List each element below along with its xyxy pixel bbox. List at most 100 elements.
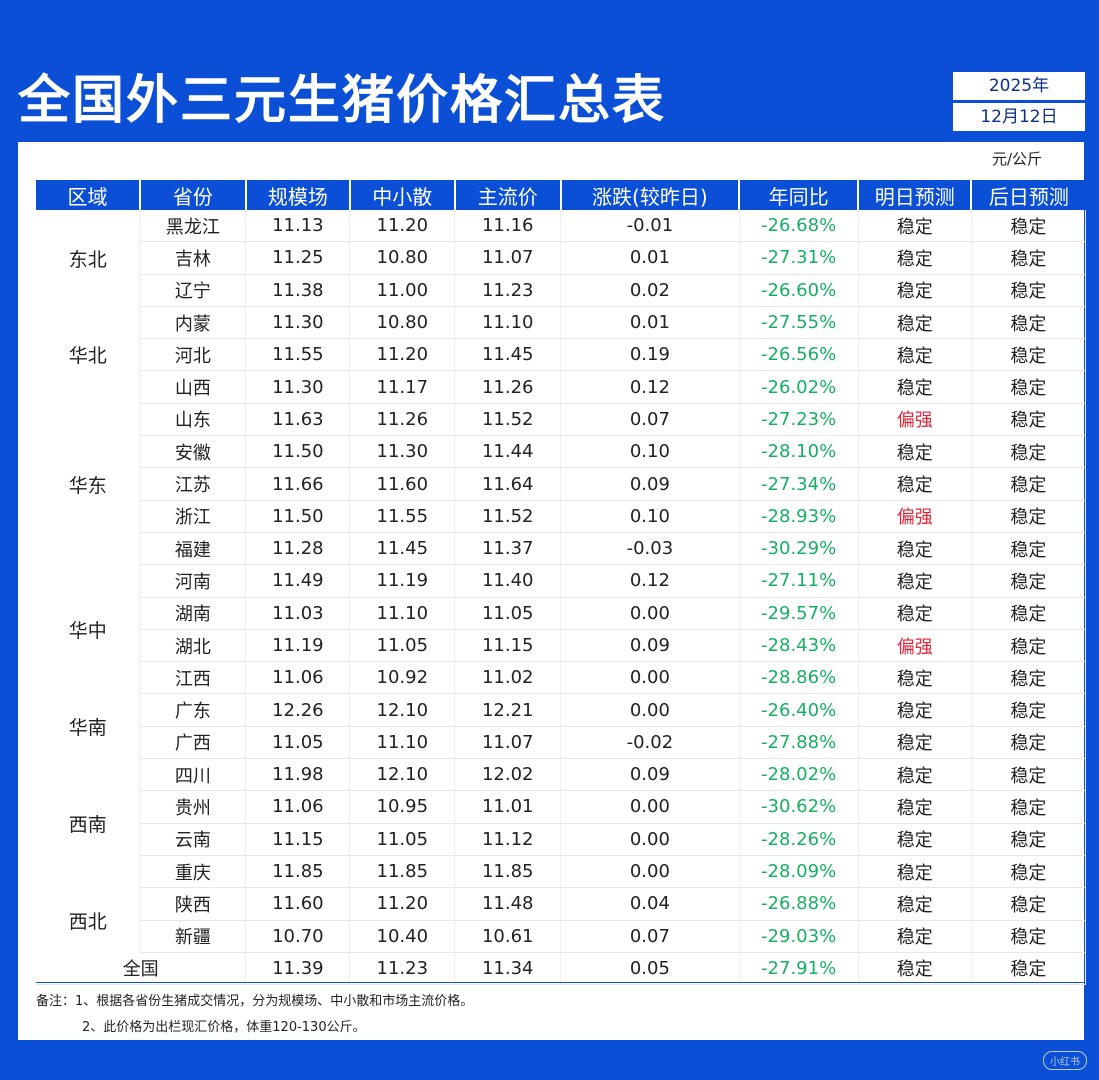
province-cell: 广西 xyxy=(139,726,247,760)
yoy-value: -30.29% xyxy=(739,532,859,566)
forecast-day-after: 稳定 xyxy=(971,823,1087,856)
small-farm-price: 11.55 xyxy=(349,500,456,533)
large-farm-price: 11.15 xyxy=(245,823,351,856)
change-value: 0.07 xyxy=(560,920,740,953)
table-row: 安徽 11.50 11.30 11.44 0.10 -28.10% 稳定 稳定 xyxy=(36,435,1087,469)
province-cell: 云南 xyxy=(139,823,247,856)
main-price: 11.12 xyxy=(454,823,562,856)
table-row: 江西 11.06 10.92 11.02 0.00 -28.86% 稳定 稳定 xyxy=(36,661,1087,695)
small-farm-price: 12.10 xyxy=(349,693,456,727)
forecast-day-after: 稳定 xyxy=(971,500,1087,533)
date-box: 2025年 12月12日 xyxy=(953,72,1085,131)
change-value: 0.00 xyxy=(560,790,740,824)
forecast-tomorrow: 稳定 xyxy=(858,370,972,404)
yoy-value: -27.88% xyxy=(739,726,859,760)
total-forecast-tomorrow: 稳定 xyxy=(858,952,972,986)
forecast-day-after: 稳定 xyxy=(971,597,1087,630)
total-large-farm-price: 11.39 xyxy=(245,952,351,986)
province-cell: 辽宁 xyxy=(139,274,247,307)
table-row: 河北 11.55 11.20 11.45 0.19 -26.56% 稳定 稳定 xyxy=(36,338,1087,372)
change-value: 0.07 xyxy=(560,403,740,437)
change-value: 0.00 xyxy=(560,661,740,695)
col-header-small-farm: 中小散 xyxy=(349,180,456,210)
forecast-tomorrow: 偏强 xyxy=(858,629,972,663)
unit-label: 元/公斤 xyxy=(991,150,1042,168)
table-row: 华南 广东 12.26 12.10 12.21 0.00 -26.40% 稳定 稳定 xyxy=(36,693,1087,759)
large-farm-price: 11.50 xyxy=(245,435,351,469)
table-row: 福建 11.28 11.45 11.37 -0.03 -30.29% 稳定 稳定 xyxy=(36,532,1087,566)
table-row: 云南 11.15 11.05 11.12 0.00 -28.26% 稳定 稳定 xyxy=(36,823,1087,856)
yoy-value: -28.02% xyxy=(739,758,859,792)
change-value: -0.03 xyxy=(560,532,740,566)
page-title: 全国外三元生猪价格汇总表 xyxy=(18,71,667,131)
change-value: 0.12 xyxy=(560,564,740,598)
watermark-badge: 小红书 xyxy=(1043,1051,1087,1070)
main-price: 11.40 xyxy=(454,564,562,598)
forecast-day-after: 稳定 xyxy=(971,467,1087,501)
table-row: 西南 四川 11.98 12.10 12.02 0.09 -28.02% 稳定 稳定 xyxy=(36,758,1087,888)
yoy-value: -27.55% xyxy=(739,306,859,340)
small-farm-price: 10.40 xyxy=(349,920,456,953)
province-cell: 广东 xyxy=(139,693,247,727)
forecast-day-after: 稳定 xyxy=(971,855,1087,889)
change-value: 0.12 xyxy=(560,370,740,404)
forecast-day-after: 稳定 xyxy=(971,693,1087,727)
main-price: 11.01 xyxy=(454,790,562,824)
table-row: 吉林 11.25 10.80 11.07 0.01 -27.31% 稳定 稳定 xyxy=(36,241,1087,275)
forecast-day-after: 稳定 xyxy=(971,532,1087,566)
yoy-value: -30.62% xyxy=(739,790,859,824)
col-header-large-farm: 规模场 xyxy=(245,180,351,210)
province-cell: 山东 xyxy=(139,403,247,437)
yoy-value: -27.34% xyxy=(739,467,859,501)
large-farm-price: 11.03 xyxy=(245,597,351,630)
change-value: 0.00 xyxy=(560,693,740,727)
main-price: 12.21 xyxy=(454,693,562,727)
small-farm-price: 11.17 xyxy=(349,370,456,404)
region-cell: 西北 xyxy=(36,887,141,953)
large-farm-price: 11.66 xyxy=(245,467,351,501)
change-value: 0.00 xyxy=(560,855,740,889)
total-forecast-day-after: 稳定 xyxy=(971,952,1087,986)
region-cell: 东北 xyxy=(36,210,141,307)
notes-divider xyxy=(36,982,1084,983)
forecast-day-after: 稳定 xyxy=(971,306,1087,340)
table-row: 华东 山东 11.63 11.26 11.52 0.07 -27.23% 偏强 稳定 xyxy=(36,403,1087,565)
large-farm-price: 11.06 xyxy=(245,661,351,695)
table-row: 浙江 11.50 11.55 11.52 0.10 -28.93% 偏强 稳定 xyxy=(36,500,1087,533)
small-farm-price: 11.60 xyxy=(349,467,456,501)
forecast-tomorrow: 稳定 xyxy=(858,241,972,275)
yoy-value: -29.57% xyxy=(739,597,859,630)
yoy-value: -28.09% xyxy=(739,855,859,889)
province-cell: 新疆 xyxy=(139,920,247,953)
forecast-tomorrow: 稳定 xyxy=(858,855,972,889)
yoy-value: -28.26% xyxy=(739,823,859,856)
forecast-day-after: 稳定 xyxy=(971,790,1087,824)
change-value: -0.01 xyxy=(560,210,740,243)
forecast-tomorrow: 稳定 xyxy=(858,790,972,824)
main-price: 11.16 xyxy=(454,210,562,243)
province-cell: 河南 xyxy=(139,564,247,598)
main-price: 12.02 xyxy=(454,758,562,792)
main-price: 11.10 xyxy=(454,306,562,340)
large-farm-price: 11.85 xyxy=(245,855,351,889)
forecast-tomorrow: 稳定 xyxy=(858,210,972,243)
main-price: 11.44 xyxy=(454,435,562,469)
small-farm-price: 11.30 xyxy=(349,435,456,469)
yoy-value: -26.68% xyxy=(739,210,859,243)
table-row: 重庆 11.85 11.85 11.85 0.00 -28.09% 稳定 稳定 xyxy=(36,855,1087,889)
table-row: 华中 河南 11.49 11.19 11.40 0.12 -27.11% 稳定 稳定 xyxy=(36,564,1087,694)
large-farm-price: 11.25 xyxy=(245,241,351,275)
large-farm-price: 11.63 xyxy=(245,403,351,437)
forecast-tomorrow: 稳定 xyxy=(858,564,972,598)
main-price: 11.52 xyxy=(454,500,562,533)
price-panel: 元/公斤 区域 省份 规模场 中小散 主流价 涨跌(较昨日) 年同比 明日预测 … xyxy=(18,142,1087,1040)
forecast-day-after: 稳定 xyxy=(971,920,1087,953)
small-farm-price: 11.20 xyxy=(349,338,456,372)
change-value: 0.00 xyxy=(560,597,740,630)
total-yoy-value: -27.91% xyxy=(739,952,859,986)
province-cell: 山西 xyxy=(139,370,247,404)
forecast-tomorrow: 稳定 xyxy=(858,532,972,566)
forecast-day-after: 稳定 xyxy=(971,629,1087,663)
province-cell: 四川 xyxy=(139,758,247,792)
main-price: 11.07 xyxy=(454,241,562,275)
